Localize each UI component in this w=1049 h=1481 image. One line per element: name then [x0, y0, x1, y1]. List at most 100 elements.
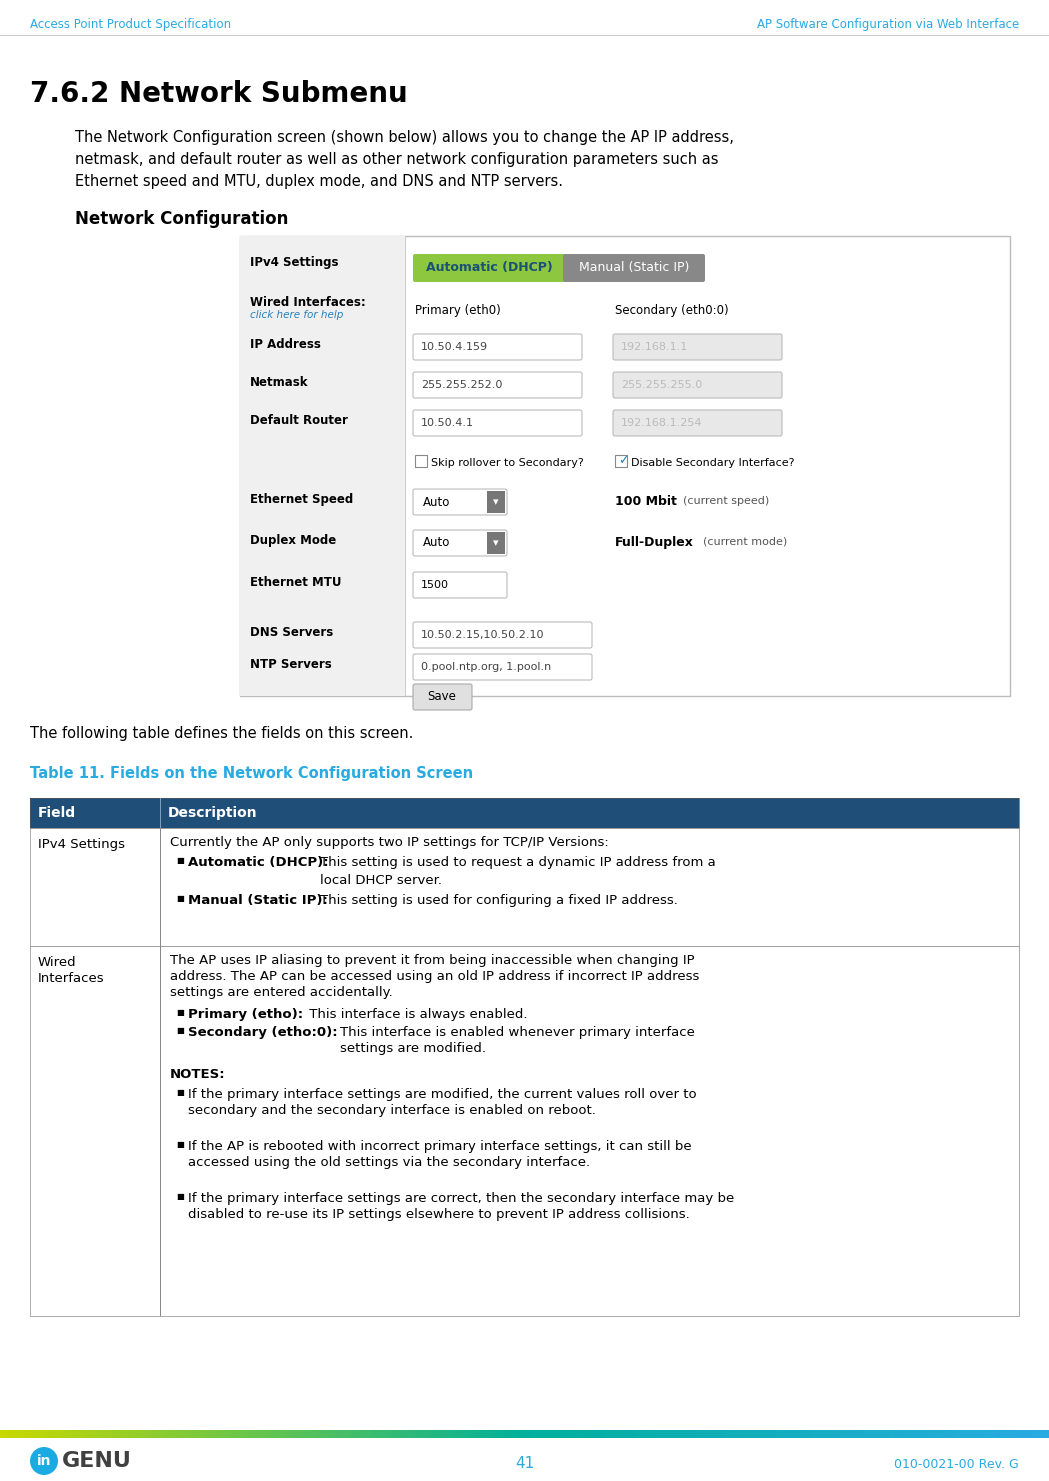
- Bar: [194, 1431, 197, 1438]
- Bar: [1018, 1431, 1021, 1438]
- Bar: [336, 1431, 339, 1438]
- Text: netmask, and default router as well as other network configuration parameters su: netmask, and default router as well as o…: [74, 153, 719, 167]
- Bar: [485, 1431, 487, 1438]
- Bar: [811, 1431, 814, 1438]
- Bar: [415, 455, 427, 467]
- Bar: [254, 1431, 256, 1438]
- Text: 192.168.1.254: 192.168.1.254: [621, 418, 703, 428]
- Text: (current mode): (current mode): [703, 538, 787, 546]
- Bar: [821, 1431, 825, 1438]
- Bar: [944, 1431, 947, 1438]
- Text: Access Point Product Specification: Access Point Product Specification: [30, 18, 231, 31]
- Bar: [572, 1431, 575, 1438]
- Bar: [731, 1431, 733, 1438]
- Bar: [1044, 1431, 1047, 1438]
- Bar: [553, 1431, 555, 1438]
- Bar: [456, 1431, 459, 1438]
- FancyBboxPatch shape: [413, 410, 582, 435]
- Bar: [606, 1431, 609, 1438]
- Bar: [895, 1431, 898, 1438]
- Bar: [558, 1431, 560, 1438]
- Bar: [423, 1431, 426, 1438]
- Bar: [292, 1431, 295, 1438]
- Bar: [1039, 1431, 1042, 1438]
- Bar: [243, 1431, 245, 1438]
- Bar: [997, 1431, 1000, 1438]
- Bar: [267, 1431, 271, 1438]
- Bar: [23, 1431, 25, 1438]
- Bar: [1036, 1431, 1040, 1438]
- Bar: [650, 1431, 654, 1438]
- Bar: [82, 1431, 85, 1438]
- Bar: [397, 1431, 400, 1438]
- Bar: [302, 1431, 305, 1438]
- Bar: [107, 1431, 109, 1438]
- Bar: [28, 1431, 30, 1438]
- Bar: [495, 1431, 497, 1438]
- Bar: [451, 1431, 454, 1438]
- Bar: [180, 1431, 183, 1438]
- Bar: [317, 1431, 319, 1438]
- Bar: [504, 1431, 507, 1438]
- Bar: [129, 1431, 132, 1438]
- Bar: [448, 1431, 450, 1438]
- Bar: [1002, 1431, 1005, 1438]
- Bar: [1021, 1431, 1024, 1438]
- Bar: [831, 1431, 833, 1438]
- Bar: [921, 1431, 924, 1438]
- Text: settings are entered accidentally.: settings are entered accidentally.: [170, 986, 392, 1000]
- Bar: [554, 1431, 557, 1438]
- Bar: [727, 1431, 730, 1438]
- Bar: [1023, 1431, 1026, 1438]
- Bar: [338, 1431, 340, 1438]
- Bar: [926, 1431, 929, 1438]
- Bar: [30, 798, 1019, 828]
- Bar: [603, 1431, 606, 1438]
- Bar: [826, 1431, 828, 1438]
- Text: 010-0021-00 Rev. G: 010-0021-00 Rev. G: [894, 1457, 1019, 1471]
- Bar: [406, 1431, 408, 1438]
- Text: Wired Interfaces:: Wired Interfaces:: [250, 296, 366, 310]
- Bar: [365, 1431, 368, 1438]
- Text: Field: Field: [38, 806, 77, 820]
- Bar: [527, 1431, 529, 1438]
- Bar: [178, 1431, 181, 1438]
- Bar: [543, 1431, 547, 1438]
- Text: AP Software Configuration via Web Interface: AP Software Configuration via Web Interf…: [756, 18, 1019, 31]
- Bar: [2, 1431, 4, 1438]
- Bar: [73, 1431, 77, 1438]
- Bar: [669, 1431, 672, 1438]
- Bar: [240, 235, 405, 696]
- Bar: [507, 1431, 510, 1438]
- Bar: [923, 1431, 926, 1438]
- Bar: [936, 1431, 938, 1438]
- Text: Primary (eth0): Primary (eth0): [415, 304, 500, 317]
- Bar: [349, 1431, 352, 1438]
- Bar: [999, 1431, 1001, 1438]
- Bar: [472, 1431, 475, 1438]
- Text: settings are modified.: settings are modified.: [340, 1043, 486, 1054]
- Bar: [357, 1431, 360, 1438]
- Bar: [946, 1431, 948, 1438]
- Text: Automatic (DHCP): Automatic (DHCP): [426, 262, 553, 274]
- Bar: [823, 1431, 827, 1438]
- Bar: [70, 1431, 72, 1438]
- Bar: [176, 1431, 179, 1438]
- Bar: [367, 1431, 370, 1438]
- Bar: [988, 1431, 990, 1438]
- Bar: [385, 1431, 387, 1438]
- Bar: [341, 1431, 344, 1438]
- Bar: [899, 1431, 901, 1438]
- Bar: [1009, 1431, 1011, 1438]
- Bar: [322, 1431, 324, 1438]
- Bar: [925, 1431, 927, 1438]
- Bar: [1015, 1431, 1019, 1438]
- Bar: [60, 1431, 62, 1438]
- Bar: [692, 1431, 695, 1438]
- Bar: [100, 1431, 103, 1438]
- Bar: [538, 1431, 541, 1438]
- FancyBboxPatch shape: [613, 372, 782, 398]
- Text: Description: Description: [168, 806, 258, 820]
- Bar: [695, 1431, 699, 1438]
- Bar: [155, 1431, 158, 1438]
